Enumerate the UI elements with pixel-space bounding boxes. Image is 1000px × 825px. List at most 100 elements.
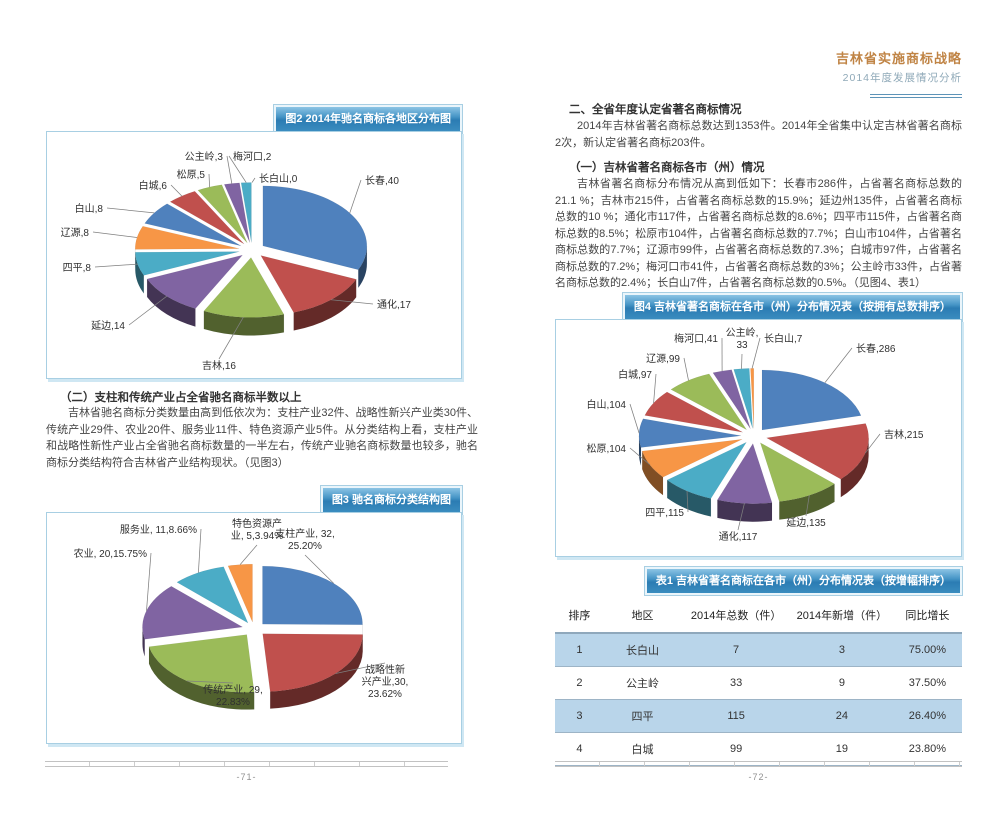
right-page-number: -72- (748, 772, 769, 782)
label-leader-line (186, 680, 234, 684)
pie-slice-label: 农业, 20,15.75% (74, 547, 147, 560)
fig2-svg: 长春,40 通化,17 吉林,16 延边,14 四平,8 辽源,8 白山,8 白城,6 松原,5… (61, 150, 412, 372)
pie-slice-label: 辽源,8 (61, 226, 90, 239)
fig3-svg: 支柱产业, 32, 25.20% 战略性新兴产业,30, 23.62% 传统产业, 29… (74, 517, 409, 710)
label-leader-line (208, 173, 210, 188)
figure3-block: 图3 驰名商标分类结构图 支柱产业, 32, 25.20% 战略性新兴产业,30, 2… (46, 485, 464, 744)
label-leader-line (629, 403, 640, 434)
pie-slice-label: 通化,17 (377, 298, 411, 311)
right-footer-rule (555, 761, 962, 767)
table-cell: 公主岭 (603, 666, 682, 700)
left-footer-rule (45, 761, 448, 767)
pie-slice (262, 633, 363, 692)
table1-header: 排序 地区 2014年总数（件） 2014年新增（件） 同比增长 (555, 599, 962, 634)
table-cell: 3 (555, 699, 604, 733)
label-leader-line (864, 433, 881, 454)
label-leader-line (629, 447, 651, 466)
paragraph-city-distribution: 吉林省著名商标分布情况从高到低如下：长春市286件，占省著名商标总数的21.1 … (555, 178, 962, 289)
header-rule (870, 94, 962, 98)
pie-slice (260, 255, 357, 313)
label-leader-line (198, 528, 202, 573)
table-cell: 115 (681, 699, 792, 733)
left-page-number: -71- (236, 772, 257, 782)
table1-body: 1 长白山 7 3 75.00% 2 公主岭 33 9 37.50% 3 四平 115 24 26.40% 4… (555, 632, 962, 766)
label-leader-line (653, 373, 657, 404)
pie-slice-label: 传统产业, 29, 22.83% (203, 683, 262, 708)
pie-slice (666, 441, 748, 499)
pie-slice (142, 586, 244, 640)
page-header: 吉林省实施商标战略 2014年度发展情况分析 (555, 48, 962, 103)
section-heading-provincial-trademarks: 二、全省年度认定省著名商标情况 (569, 104, 742, 116)
table-row: 3 四平 115 24 26.40% (555, 699, 962, 733)
label-leader-line (335, 662, 386, 674)
sub-heading-city-distribution: （一）吉林省著名商标各市（州）情况 (569, 162, 765, 174)
table1-column-header: 同比增长 (892, 599, 962, 634)
pie-slice-label: 延边,14 (91, 320, 125, 332)
pie-slice-label: 梅河口,2 (233, 150, 272, 163)
pie-slice-label: 四平,115 (645, 508, 684, 519)
label-leader-line (94, 263, 138, 268)
pie-slice (761, 369, 862, 431)
table1-column-header: 排序 (555, 599, 604, 634)
pie-slice (262, 185, 368, 270)
section-heading-pillar-industries: （二）支柱和传统产业占全省驰名商标半数以上 (60, 392, 302, 404)
label-leader-line (170, 184, 183, 197)
table-cell: 37.50% (892, 666, 962, 700)
pie-slice-label: 长春,40 (365, 175, 399, 187)
table-cell: 2 (555, 666, 604, 700)
pie-slice-label: 公主岭,3 (185, 150, 224, 163)
fig4-svg: 长春,286 吉林,215 延边,135 通化,117 四平,115 松原,104 白山,1… (587, 326, 924, 543)
pie-slice-label: 长白山,0 (259, 172, 298, 185)
pie-slice-label: 吉林,215 (884, 428, 924, 441)
label-leader-line (331, 299, 374, 305)
paragraph-totals: 2014年吉林省著名商标总数达到1353件。2014年全省集中认定吉林省著名商标… (555, 120, 962, 149)
pie-slice-label: 辽源,99 (646, 352, 680, 365)
label-leader-line (349, 179, 362, 214)
pie-slice-label: 梅河口,41 (674, 332, 718, 345)
pie-slice-label: 四平,8 (63, 263, 92, 274)
label-leader-line (304, 554, 334, 584)
pie-slice (144, 203, 242, 247)
table-cell: 3 (791, 632, 893, 667)
table-cell: 19 (791, 732, 893, 766)
pie-slice-label: 白城,97 (618, 368, 652, 381)
label-leader-line (805, 495, 810, 517)
table-cell: 四平 (603, 699, 682, 733)
table-cell: 7 (681, 632, 792, 667)
table1-column-header: 2014年总数（件） (681, 599, 792, 634)
pie-slice-label: 通化,117 (719, 530, 758, 543)
pie-slice-label: 特色资源产业, 5,3.94% (231, 517, 283, 542)
figure4-block: 图4 吉林省著名商标在各市（州）分布情况表（按拥有总数排序） 长春,286 吉林,… (555, 292, 964, 557)
figure4-title: 图4 吉林省著名商标在各市（州）分布情况表（按拥有总数排序） (621, 292, 964, 322)
pie-slice (135, 251, 240, 276)
label-leader-line (226, 155, 233, 184)
table-cell: 75.00% (892, 632, 962, 667)
label-leader-line (146, 552, 152, 611)
figure3-pie-chart: 支柱产业, 32, 25.20% 战略性新兴产业,30, 23.62% 传统产业, 29… (46, 512, 462, 744)
table-cell: 1 (555, 632, 604, 667)
pie-slice (176, 566, 249, 624)
table1: 排序 地区 2014年总数（件） 2014年新增（件） 同比增长 1 长白山 7 3 75.00… (555, 599, 962, 766)
pie-slice-label: 支柱产业, 32, 25.20% (275, 527, 334, 552)
figure4-pie-chart: 长春,286 吉林,215 延边,135 通化,117 四平,115 松原,104 白山,1… (555, 319, 962, 557)
label-leader-line (239, 544, 258, 565)
table1-block: 表1 吉林省著名商标在各市（州）分布情况表（按增幅排序） 排序 地区 2014年总数… (555, 566, 964, 766)
header-title: 吉林省实施商标战略 (835, 51, 962, 66)
pie-slice (262, 565, 363, 626)
figure2-pie-chart: 长春,40 通化,17 吉林,16 延边,14 四平,8 辽源,8 白山,8 白城,6 松原,5… (46, 131, 462, 379)
pie-slice-label: 白山,8 (75, 202, 104, 215)
pie-slice-label: 战略性新兴产业,30, 23.62% (362, 663, 409, 700)
table-cell: 33 (681, 666, 792, 700)
paragraph-famous-trademark-classes: 吉林省驰名商标分类数量由高到低依次为：支柱产业32件、战略性新兴产业类30件、传… (46, 407, 478, 469)
table-cell: 26.40% (892, 699, 962, 733)
table1-title: 表1 吉林省著名商标在各市（州）分布情况表（按增幅排序） (643, 566, 964, 596)
label-leader-line (741, 353, 743, 369)
pie-slice-label: 松原,104 (587, 442, 627, 455)
label-leader-line (218, 317, 244, 360)
pie-slice-label: 公主岭, 33 (726, 326, 759, 351)
label-leader-line (686, 490, 689, 513)
pie-slice-label: 延边,135 (786, 517, 826, 529)
label-leader-line (824, 347, 853, 383)
pie-slice-label: 白城,6 (139, 179, 168, 192)
